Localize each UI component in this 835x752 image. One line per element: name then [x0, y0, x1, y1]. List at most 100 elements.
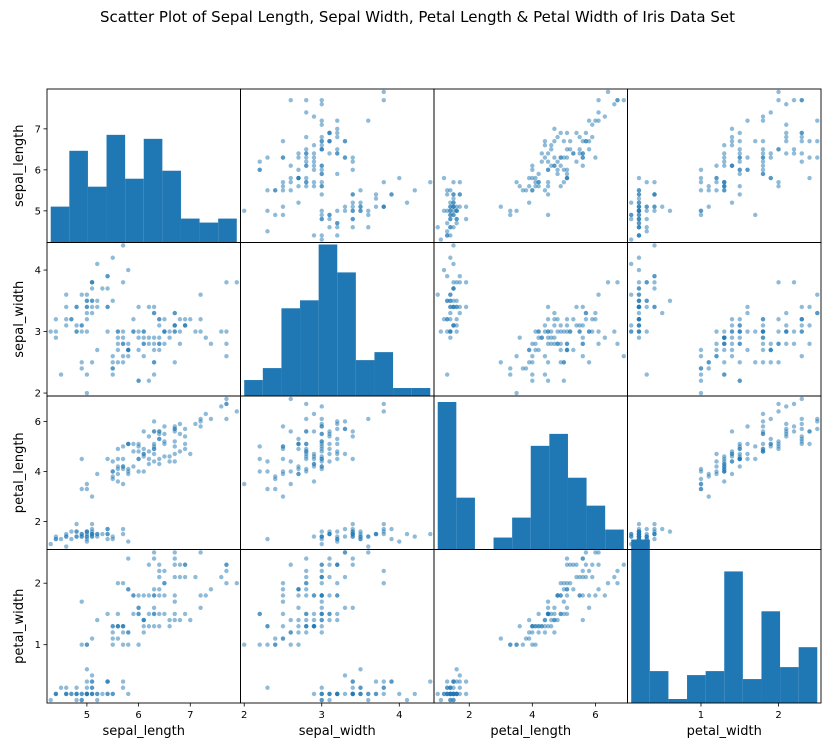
scatter-point: [714, 464, 719, 469]
scatter-point: [151, 372, 157, 377]
scatter-point: [577, 329, 582, 334]
scatter-point: [558, 329, 563, 334]
scatter-point: [605, 280, 611, 285]
scatter-point: [760, 317, 766, 322]
scatter-point: [319, 624, 324, 629]
scatter-point: [177, 617, 183, 623]
scatter-point: [571, 587, 576, 592]
scatter-point: [110, 298, 115, 304]
scatter-point: [280, 581, 286, 586]
scatter-point: [451, 280, 456, 285]
scatter-point: [172, 451, 177, 457]
scatter-point: [698, 476, 704, 482]
hist-bar: [798, 647, 818, 703]
scatter-point: [760, 411, 766, 417]
scatter-point: [120, 280, 126, 285]
scatter-point: [358, 536, 363, 542]
scatter-point: [146, 304, 152, 310]
scatter-point: [296, 464, 301, 469]
scatter-point: [342, 691, 348, 697]
scatter-point: [136, 304, 141, 310]
scatter-point: [126, 347, 131, 353]
scatter-point: [335, 593, 340, 598]
scatter-point: [644, 225, 649, 230]
scatter-point: [311, 179, 317, 185]
scatter-point: [636, 212, 642, 218]
scatter-point: [542, 323, 548, 328]
scatter-point: [350, 225, 355, 230]
scatter-point: [636, 192, 642, 197]
scatter-point: [729, 429, 735, 434]
scatter-point: [157, 587, 162, 592]
scatter-point: [141, 446, 146, 452]
scatter-point: [177, 421, 183, 427]
scatter-point: [162, 568, 167, 574]
scatter-point: [428, 679, 433, 684]
scatter-point: [542, 143, 548, 148]
cell-petal_length-vs-petal_length: [433, 395, 628, 550]
scatter-point: [580, 155, 585, 160]
scatter-point: [304, 581, 309, 586]
scatter-point: [448, 317, 453, 322]
scatter-point: [698, 212, 704, 218]
scatter-point: [188, 617, 193, 623]
scatter-point: [265, 642, 270, 647]
scatter-point: [105, 679, 110, 684]
scatter-point: [644, 372, 649, 377]
scatter-point: [412, 691, 417, 697]
y-axis-label-sepal_length: sepal_length: [12, 124, 27, 207]
scatter-point: [784, 134, 789, 140]
scatter-point: [115, 341, 121, 347]
scatter-point: [745, 451, 750, 457]
scatter-point: [605, 581, 611, 586]
scatter-point: [242, 481, 247, 487]
scatter-point: [311, 461, 317, 467]
scatter-point: [162, 439, 167, 444]
scatter-point: [776, 409, 781, 414]
scatter-point: [151, 341, 157, 347]
scatter-point: [737, 323, 742, 328]
scatter-point: [69, 536, 74, 542]
scatter-point: [545, 329, 551, 334]
scatter-point: [561, 155, 567, 160]
scatter-point: [564, 175, 570, 181]
scatter-point: [784, 429, 789, 434]
scatter-point: [768, 151, 773, 156]
scatter-point: [120, 329, 126, 334]
scatter-point: [558, 323, 563, 328]
scatter-point: [448, 335, 453, 340]
scatter-point: [698, 179, 704, 185]
scatter-point: [280, 204, 286, 209]
scatter-point: [667, 529, 673, 534]
scatter-point: [58, 372, 64, 377]
scatter-point: [457, 304, 462, 310]
scatter-point: [444, 691, 450, 697]
scatter-point: [381, 568, 386, 574]
scatter-point: [451, 179, 456, 185]
scatter-point: [596, 562, 601, 567]
scatter-point: [74, 697, 79, 703]
scatter-point: [586, 147, 592, 152]
scatter-point: [545, 212, 551, 218]
scatter-point: [257, 469, 262, 474]
scatter-point: [457, 179, 462, 185]
scatter-point: [580, 323, 585, 328]
scatter-point: [74, 534, 79, 539]
scatter-point: [776, 97, 781, 103]
scatter-point: [564, 130, 570, 136]
scatter-point: [151, 335, 157, 340]
scatter-point: [280, 587, 286, 592]
hist-bar: [106, 134, 126, 243]
scatter-point: [791, 429, 797, 434]
scatter-point: [564, 562, 570, 567]
scatter-point: [358, 667, 363, 672]
scatter-point: [768, 175, 773, 181]
hist-bar: [199, 222, 219, 243]
scatter-point: [319, 167, 324, 173]
scatter-point: [64, 317, 69, 322]
scatter-point: [564, 556, 570, 561]
scatter-point: [327, 697, 332, 703]
scatter-point: [457, 691, 462, 697]
scatter-point: [776, 360, 781, 365]
